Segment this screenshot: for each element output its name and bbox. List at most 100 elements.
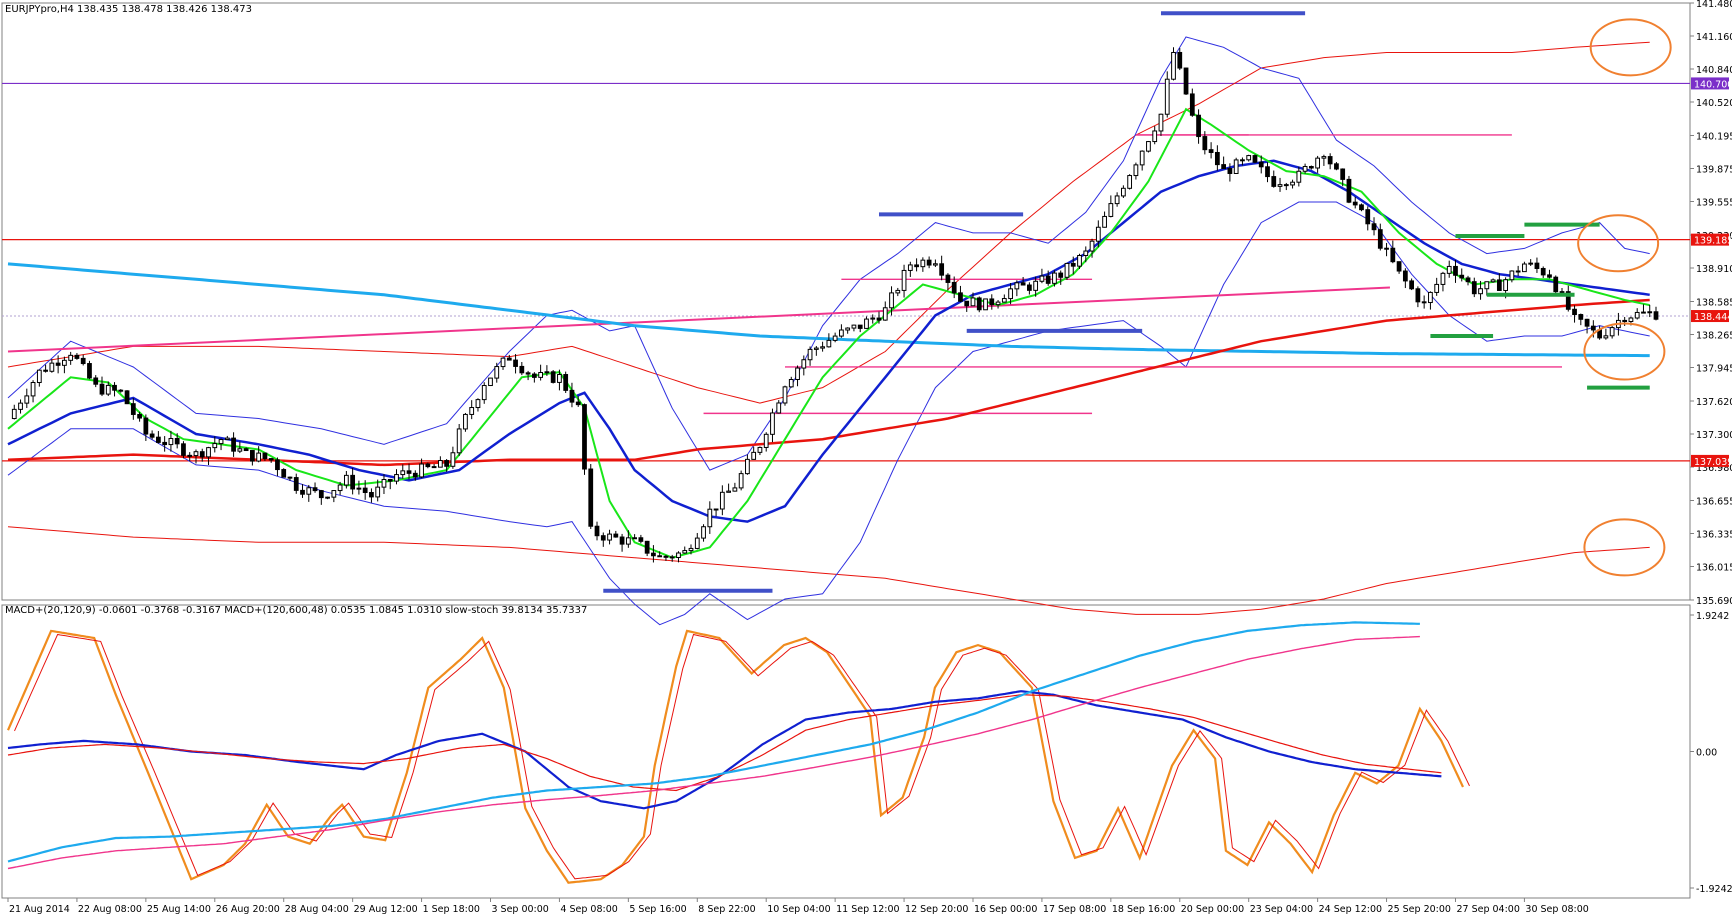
candle-body xyxy=(1634,311,1640,319)
candle-body xyxy=(1647,311,1653,314)
candle-body xyxy=(1283,184,1289,187)
candle-body xyxy=(757,446,763,453)
candle-body xyxy=(444,460,450,467)
bb-red-lower-line xyxy=(7,526,1650,615)
time-axis: 21 Aug 2014 22 Aug 08:00 25 Aug 14:00 26 Au… xyxy=(7,898,1589,915)
candle-body xyxy=(1503,279,1508,291)
candle-body xyxy=(199,451,205,458)
candle-body xyxy=(795,367,800,380)
candle-body xyxy=(450,452,456,467)
time-tick-label: 1 Sep 18:00 xyxy=(423,904,480,915)
price-badge-label: 138.444 xyxy=(1694,312,1732,323)
candle-body xyxy=(381,478,387,488)
candle-body xyxy=(726,490,731,493)
candle-body xyxy=(281,469,287,478)
candle-body xyxy=(325,496,330,499)
price-badge-label: 137.039 xyxy=(1694,457,1732,468)
candle-body xyxy=(1509,270,1515,281)
candle-body xyxy=(1359,204,1364,211)
candle-body xyxy=(682,550,688,554)
candle-body xyxy=(1114,195,1120,205)
candle-body xyxy=(356,487,362,490)
highlight-circle xyxy=(1583,322,1666,381)
price-badge-label: 139.185 xyxy=(1694,236,1732,247)
candle-body xyxy=(68,354,74,361)
candle-body xyxy=(694,537,700,549)
candle-body xyxy=(958,292,963,302)
candle-body xyxy=(506,357,512,361)
candle-body xyxy=(926,259,932,266)
candle-body xyxy=(362,487,368,494)
candle-body xyxy=(337,484,343,492)
candle-body xyxy=(870,317,876,320)
candle-body xyxy=(1302,166,1308,172)
price-badge-label: 140.700 xyxy=(1694,79,1732,90)
candle-body xyxy=(112,384,117,391)
candle-body xyxy=(149,433,155,438)
candle-body xyxy=(306,487,312,495)
price-tick-label: 138.265 xyxy=(1696,330,1732,341)
candle-body xyxy=(18,402,23,410)
candle-body xyxy=(1334,163,1339,170)
candle-body xyxy=(30,382,36,397)
price-tick-label: 137.300 xyxy=(1696,430,1732,441)
candle-body xyxy=(1578,314,1584,320)
series-macd-fast xyxy=(7,690,1442,810)
candle-body xyxy=(237,448,243,452)
candle-body xyxy=(644,540,650,554)
candle-body xyxy=(920,259,926,268)
candle-body xyxy=(437,460,443,468)
candle-body xyxy=(813,347,819,350)
candle-body xyxy=(1227,168,1233,174)
candle-body xyxy=(864,318,869,329)
indicator-tick-label: -1.9242 xyxy=(1696,884,1732,895)
price-tick-label: 140.195 xyxy=(1696,131,1732,142)
candle-body xyxy=(845,327,851,331)
candle-body xyxy=(1590,325,1596,331)
price-tick-label: 137.945 xyxy=(1696,363,1732,374)
candle-body xyxy=(124,390,130,405)
candle-body xyxy=(143,417,149,435)
candle-body xyxy=(1271,176,1277,187)
time-tick-label: 25 Aug 14:00 xyxy=(147,904,211,915)
candle-body xyxy=(1534,262,1540,269)
candle-body xyxy=(663,555,669,558)
candle-body xyxy=(1653,311,1659,320)
candle-body xyxy=(688,547,694,552)
candle-body xyxy=(1384,247,1389,250)
candle-body xyxy=(826,339,832,348)
candle-body xyxy=(406,470,412,474)
candle-body xyxy=(544,371,550,374)
candle-body xyxy=(939,263,945,276)
time-tick-label: 21 Aug 2014 xyxy=(9,904,70,915)
candle-body xyxy=(300,489,305,495)
candle-body xyxy=(1277,184,1283,187)
candle-body xyxy=(1471,281,1477,295)
candle-body xyxy=(1327,156,1333,165)
candle-body xyxy=(1202,136,1208,151)
time-tick-label: 26 Aug 20:00 xyxy=(216,904,280,915)
candle-body xyxy=(343,474,349,486)
candle-body xyxy=(1265,166,1270,178)
candle-body xyxy=(1290,181,1295,186)
candle-body xyxy=(895,289,901,294)
candle-body xyxy=(1164,78,1170,115)
price-tick-label: 137.620 xyxy=(1696,397,1732,408)
candle-body xyxy=(1478,288,1483,295)
candle-body xyxy=(1246,155,1252,161)
candle-body xyxy=(1396,261,1402,272)
indicator-tick-label: 1.9242 xyxy=(1696,611,1729,622)
candle-body xyxy=(162,441,168,446)
price-tick-label: 136.655 xyxy=(1696,497,1732,508)
candle-body xyxy=(243,448,249,452)
candle-body xyxy=(174,438,180,445)
indicator-tick-label: 0.00 xyxy=(1696,748,1717,759)
candle-body xyxy=(400,470,406,476)
candle-body xyxy=(262,452,268,460)
candle-body xyxy=(250,450,255,462)
candle-body xyxy=(788,378,794,388)
price-badge xyxy=(1691,454,1729,467)
price-plot xyxy=(2,11,1690,626)
candle-body xyxy=(983,298,988,311)
